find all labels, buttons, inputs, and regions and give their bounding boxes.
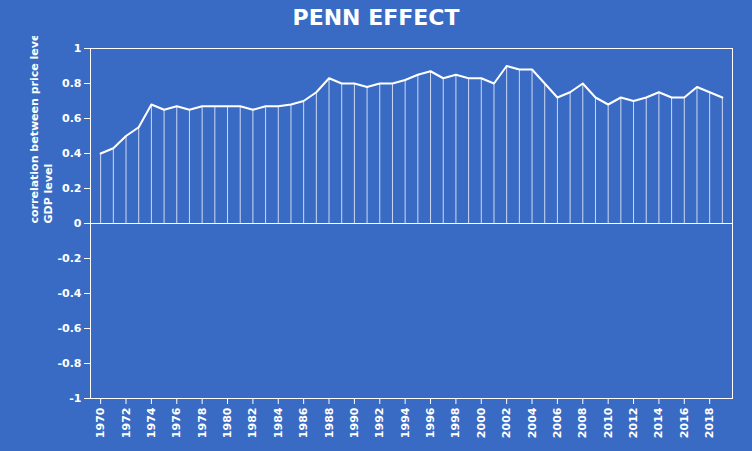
svg-text:-0.2: -0.2 — [57, 252, 81, 265]
svg-text:1992: 1992 — [373, 408, 386, 439]
svg-text:1994: 1994 — [399, 407, 412, 438]
svg-text:2014: 2014 — [652, 407, 665, 438]
svg-text:1970: 1970 — [94, 407, 107, 438]
svg-text:-0.4: -0.4 — [57, 287, 81, 300]
html-text:PENN EFFECT: PENN EFFECT — [292, 5, 460, 30]
svg-text:2010: 2010 — [602, 407, 615, 438]
svg-text:1976: 1976 — [170, 407, 183, 438]
svg-text:2000: 2000 — [475, 407, 488, 438]
svg-text:2002: 2002 — [500, 408, 513, 439]
svg-text:2018: 2018 — [703, 408, 716, 439]
svg-text:1974: 1974 — [145, 407, 158, 438]
svg-text:0.8: 0.8 — [62, 77, 82, 90]
svg-text:-0.6: -0.6 — [57, 322, 81, 335]
svg-text:2016: 2016 — [678, 407, 691, 438]
svg-text:1972: 1972 — [120, 408, 133, 439]
svg-text:0.4: 0.4 — [62, 147, 82, 160]
svg-text:correlation between price leve: correlation between price level and real… — [28, 36, 55, 224]
svg-text:1986: 1986 — [297, 407, 310, 438]
svg-text:0.2: 0.2 — [62, 182, 82, 195]
svg-text:1: 1 — [74, 42, 82, 55]
svg-text:1998: 1998 — [449, 408, 462, 439]
svg-text:2006: 2006 — [551, 407, 564, 438]
svg-text:1978: 1978 — [196, 408, 209, 439]
svg-text:1996: 1996 — [424, 407, 437, 438]
svg-text:-1: -1 — [69, 392, 81, 405]
svg-text:1984: 1984 — [272, 407, 285, 438]
svg-text:2004: 2004 — [526, 407, 539, 438]
svg-text:-0.8: -0.8 — [57, 357, 81, 370]
svg-text:0: 0 — [74, 217, 82, 230]
svg-text:2008: 2008 — [576, 408, 589, 439]
svg-text:1982: 1982 — [246, 408, 259, 439]
svg-text:1988: 1988 — [323, 408, 336, 439]
svg-text:2012: 2012 — [627, 408, 640, 439]
svg-text:1980: 1980 — [221, 407, 234, 438]
svg-text:1990: 1990 — [348, 407, 361, 438]
svg-text:0.6: 0.6 — [62, 112, 82, 125]
